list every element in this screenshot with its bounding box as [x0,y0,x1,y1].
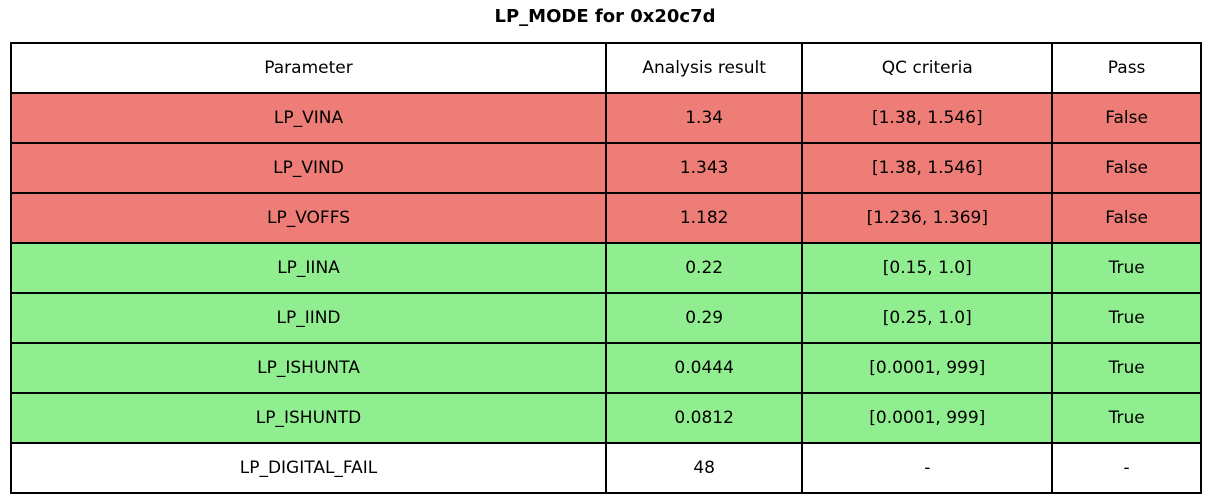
cell-pass: False [1051,192,1202,244]
column-header-analysis-result: Analysis result [604,42,804,94]
cell-parameter: LP_VINA [10,92,607,144]
cell-analysis-result: 0.0812 [604,392,804,444]
table-row: LP_ISHUNTD 0.0812 [0.0001, 999] True [10,392,1202,444]
table-row: LP_VOFFS 1.182 [1.236, 1.369] False [10,192,1202,244]
table-row: LP_VINA 1.34 [1.38, 1.546] False [10,92,1202,144]
cell-analysis-result: 0.0444 [604,342,804,394]
cell-qc-criteria: [0.0001, 999] [801,392,1054,444]
cell-analysis-result: 0.22 [604,242,804,294]
cell-pass: False [1051,92,1202,144]
cell-pass: False [1051,142,1202,194]
cell-parameter: LP_ISHUNTD [10,392,607,444]
qc-results-table: Parameter Analysis result QC criteria Pa… [10,42,1202,494]
table-row: LP_ISHUNTA 0.0444 [0.0001, 999] True [10,342,1202,394]
cell-analysis-result: 1.34 [604,92,804,144]
cell-pass: True [1051,342,1202,394]
column-header-qc-criteria: QC criteria [801,42,1054,94]
cell-qc-criteria: [1.38, 1.546] [801,92,1054,144]
cell-analysis-result: 0.29 [604,292,804,344]
cell-analysis-result: 1.182 [604,192,804,244]
cell-qc-criteria: [0.0001, 999] [801,342,1054,394]
cell-qc-criteria: - [801,442,1054,494]
cell-qc-criteria: [1.38, 1.546] [801,142,1054,194]
cell-pass: True [1051,242,1202,294]
cell-pass: True [1051,292,1202,344]
cell-analysis-result: 48 [604,442,804,494]
cell-parameter: LP_VIND [10,142,607,194]
column-header-pass: Pass [1051,42,1202,94]
cell-parameter: LP_IINA [10,242,607,294]
cell-analysis-result: 1.343 [604,142,804,194]
table-row: LP_VIND 1.343 [1.38, 1.546] False [10,142,1202,194]
cell-parameter: LP_ISHUNTA [10,342,607,394]
page-title: LP_MODE for 0x20c7d [494,6,716,27]
cell-pass: - [1051,442,1202,494]
cell-qc-criteria: [0.15, 1.0] [801,242,1054,294]
cell-parameter: LP_IIND [10,292,607,344]
table-row: LP_IINA 0.22 [0.15, 1.0] True [10,242,1202,294]
cell-qc-criteria: [1.236, 1.369] [801,192,1054,244]
table-row: LP_IIND 0.29 [0.25, 1.0] True [10,292,1202,344]
cell-qc-criteria: [0.25, 1.0] [801,292,1054,344]
cell-parameter: LP_VOFFS [10,192,607,244]
cell-parameter: LP_DIGITAL_FAIL [10,442,607,494]
table-row: LP_DIGITAL_FAIL 48 - - [10,442,1202,494]
column-header-parameter: Parameter [10,42,607,94]
cell-pass: True [1051,392,1202,444]
table-header-row: Parameter Analysis result QC criteria Pa… [10,42,1202,94]
